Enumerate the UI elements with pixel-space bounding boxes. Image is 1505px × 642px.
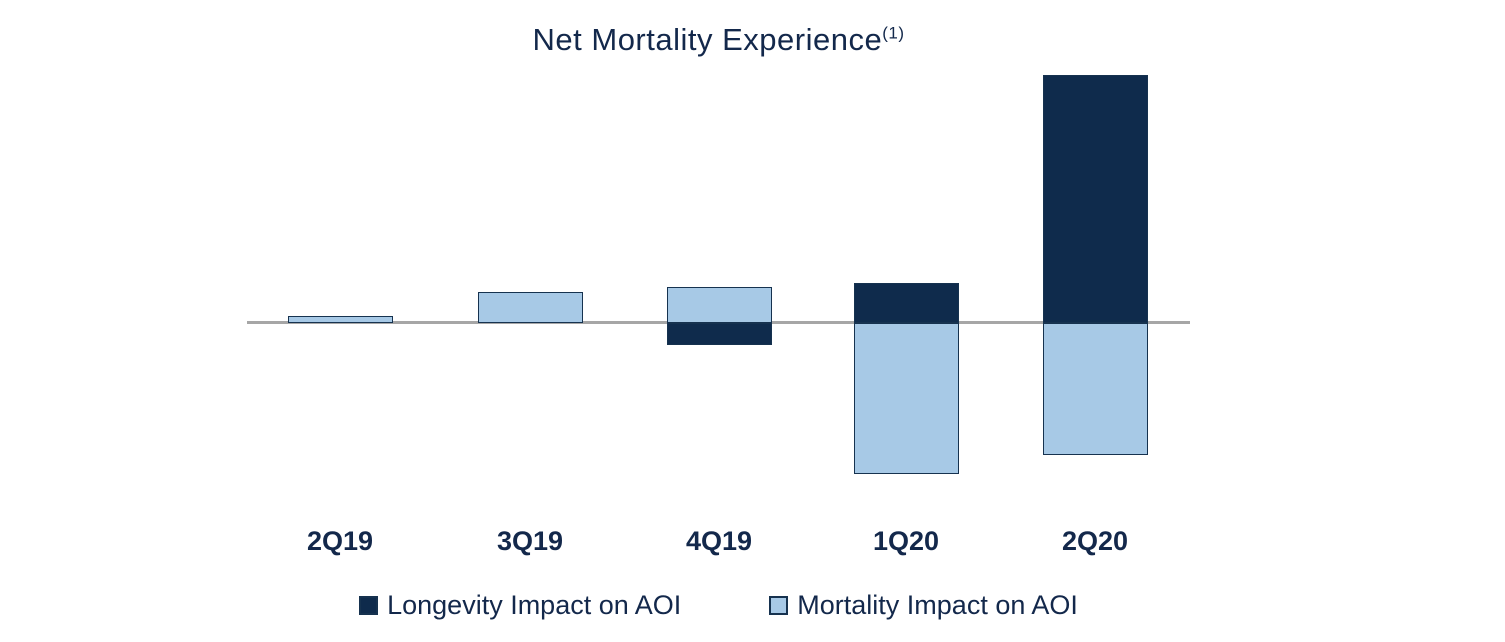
legend-swatch-longevity-icon [359,596,379,615]
bar-mortality-1q20 [853,323,959,474]
legend-item-longevity: Longevity Impact on AOI [359,590,681,621]
bar-mortality-2q19 [287,316,393,323]
bar-longevity-4q19 [666,323,772,345]
bar-mortality-2q20 [1042,323,1148,455]
chart-title: Net Mortality Experience(1) [247,22,1190,58]
legend-item-mortality: Mortality Impact on AOI [769,590,1078,621]
chart-title-footnote-marker: (1) [882,23,905,43]
legend-label-longevity: Longevity Impact on AOI [387,590,682,620]
x-axis-label-2q19: 2Q19 [306,526,374,556]
x-axis-label-3q19: 3Q19 [496,526,564,556]
legend-label-mortality: Mortality Impact on AOI [797,590,1078,620]
bar-longevity-1q20 [853,283,959,323]
bar-mortality-3q19 [477,292,583,323]
x-axis-label-1q20: 1Q20 [872,526,940,556]
x-axis-label-4q19: 4Q19 [685,526,753,556]
chart-legend: Longevity Impact on AOI Mortality Impact… [247,590,1190,621]
legend-swatch-mortality-icon [769,596,789,615]
bar-longevity-2q20 [1042,75,1148,323]
chart-title-text: Net Mortality Experience [532,22,883,57]
x-axis-label-2q20: 2Q20 [1061,526,1129,556]
bar-mortality-4q19 [666,287,772,323]
